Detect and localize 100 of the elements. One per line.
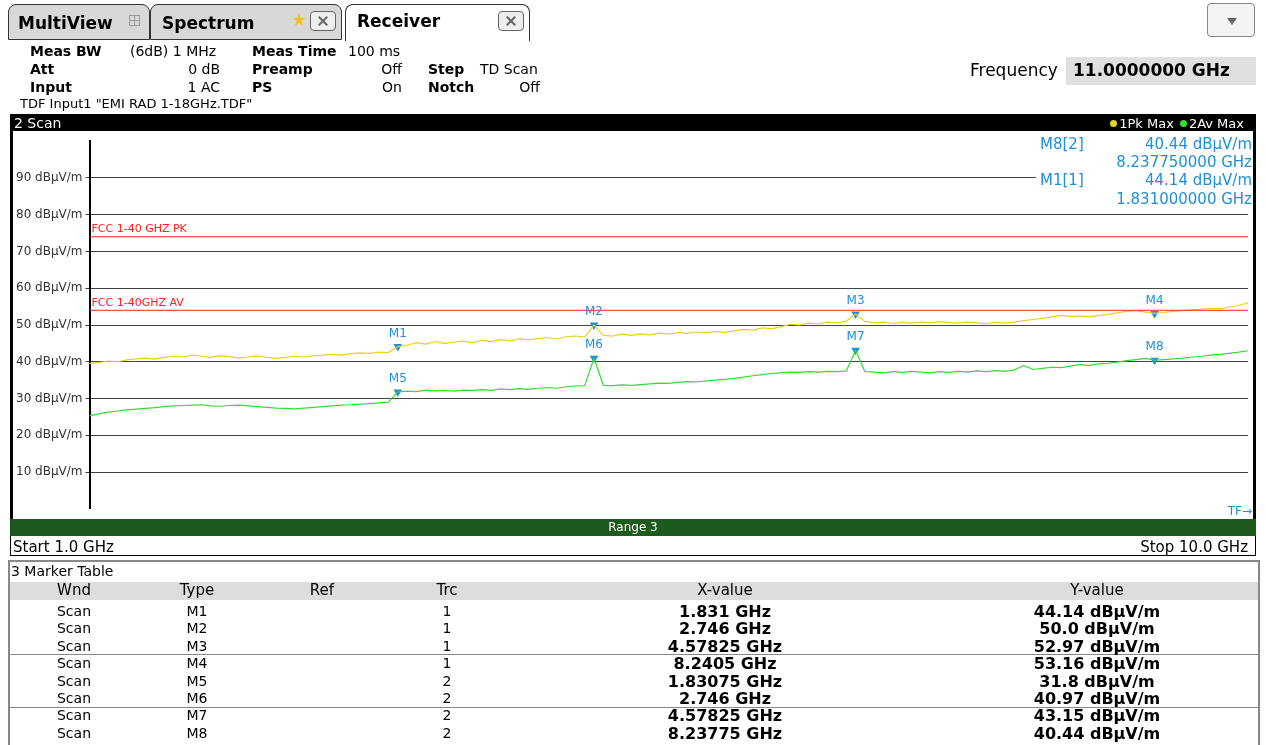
text: 11.0000000 GHz xyxy=(1073,60,1230,80)
text: Frequency xyxy=(970,60,1058,80)
text: TD Scan xyxy=(480,61,538,77)
text: 1.831 GHz xyxy=(678,602,772,621)
text: Wnd xyxy=(57,581,91,599)
text: 2.746 GHz xyxy=(678,619,772,639)
text: 52.97 dBµV/m xyxy=(1033,636,1161,656)
text: M4 xyxy=(186,655,208,672)
text: Scan xyxy=(56,672,92,689)
annotation: TF→ xyxy=(1227,504,1252,518)
text: M3 xyxy=(186,637,208,654)
text: Spectrum xyxy=(162,13,255,33)
text: Scan xyxy=(56,707,92,724)
text: 4.57825 GHz xyxy=(667,636,783,656)
text: 1 xyxy=(442,637,452,654)
text: Scan xyxy=(56,690,92,706)
text: 1 xyxy=(442,620,452,637)
text: Y-value xyxy=(1070,581,1124,599)
text: 31.8 dBµV/m xyxy=(1039,671,1155,691)
text: Receiver xyxy=(357,11,441,31)
text: M8 xyxy=(186,724,208,741)
text: 40.44 dBµV/m xyxy=(1033,723,1161,743)
text: 2 xyxy=(442,690,452,706)
text: 100 ms xyxy=(348,43,401,59)
text: 2 xyxy=(442,724,452,741)
text: 44.14 dBµV/m xyxy=(1033,602,1161,621)
y-tick-label: 10 dBµV/m xyxy=(15,464,83,479)
annotation: 8.237750000 GHz xyxy=(1116,153,1252,171)
text: M7 xyxy=(186,707,208,724)
text: Notch xyxy=(428,79,475,95)
data-label: M7 xyxy=(846,329,865,344)
text: 8.2405 GHz xyxy=(673,654,777,674)
ref-line-label: FCC 1-40GHZ AV xyxy=(91,295,185,309)
chart-title: 2 Scan xyxy=(14,115,62,131)
text: Scan xyxy=(56,603,92,619)
text: Type xyxy=(179,581,215,599)
text: Scan xyxy=(56,724,92,741)
text: Stop 10.0 GHz xyxy=(1140,538,1248,556)
text: 1 xyxy=(442,655,452,672)
text: 1 xyxy=(442,603,452,619)
data-label: M8 xyxy=(1145,339,1164,354)
y-tick-label: 50 dBµV/m xyxy=(15,317,83,332)
y-tick-label: 80 dBµV/m xyxy=(15,206,83,221)
data-label: M5 xyxy=(388,371,407,386)
text: 4.57825 GHz xyxy=(667,706,783,726)
text: Trc xyxy=(436,581,458,599)
y-tick-label: 60 dBµV/m xyxy=(15,280,83,295)
ref-line-label: FCC 1-40 GHZ PK xyxy=(91,222,188,236)
text: Scan xyxy=(56,637,92,654)
text: Preamp xyxy=(252,61,313,77)
text: 1.83075 GHz xyxy=(667,671,783,691)
text: On xyxy=(382,79,402,95)
text: M5 xyxy=(186,672,208,689)
legend-label: 1Pk Max xyxy=(1119,116,1174,131)
data-label: M6 xyxy=(585,337,604,352)
text: Off xyxy=(519,79,540,95)
y-tick-label: 20 dBµV/m xyxy=(15,427,83,442)
text: 40.97 dBµV/m xyxy=(1033,689,1161,708)
y-tick-label: 40 dBµV/m xyxy=(15,353,83,368)
annotation: M8[2] xyxy=(1040,135,1084,153)
text: 50.0 dBµV/m xyxy=(1039,619,1155,639)
text: 0 dB xyxy=(188,61,220,77)
text: M6 xyxy=(186,690,208,706)
text: 2 xyxy=(442,672,452,689)
text: M1 xyxy=(186,603,208,619)
text: Meas Time xyxy=(252,43,337,59)
annotation: M1[1] xyxy=(1040,171,1084,189)
text: 2.746 GHz xyxy=(678,689,772,708)
text: PS xyxy=(252,79,273,95)
text: 43.15 dBµV/m xyxy=(1033,706,1161,726)
data-label: M1 xyxy=(388,325,407,340)
text: Range 3 xyxy=(608,520,658,534)
text: Step xyxy=(428,61,465,77)
y-tick-label: 30 dBµV/m xyxy=(15,390,83,405)
text: (6dB) 1 MHz xyxy=(130,43,217,59)
text: Ref xyxy=(309,581,335,599)
text: Input xyxy=(30,79,72,95)
annotation: 1.831000000 GHz xyxy=(1116,190,1252,208)
text: M2 xyxy=(186,620,208,637)
text: Scan xyxy=(56,620,92,637)
y-tick-label: 90 dBµV/m xyxy=(15,170,83,185)
data-label: M4 xyxy=(1145,292,1164,307)
text: 1 AC xyxy=(187,79,220,95)
text: Att xyxy=(30,61,55,77)
y-tick-label: 70 dBµV/m xyxy=(15,243,83,258)
text: Start 1.0 GHz xyxy=(13,538,114,556)
text: 53.16 dBµV/m xyxy=(1033,654,1161,674)
text: TDF Input1 "EMI RAD 1-18GHz.TDF" xyxy=(20,96,253,111)
text: 2 xyxy=(442,707,452,724)
data-label: M3 xyxy=(846,293,865,308)
annotation: 40.44 dBµV/m xyxy=(1145,135,1252,153)
text: Scan xyxy=(56,655,92,672)
legend-label: 2Av Max xyxy=(1188,116,1244,131)
text: 8.23775 GHz xyxy=(667,723,783,743)
text: 3 Marker Table xyxy=(11,563,114,579)
text: Off xyxy=(381,61,402,77)
text: MultiView xyxy=(18,13,113,33)
annotation: 44.14 dBµV/m xyxy=(1145,171,1252,189)
text: Meas BW xyxy=(30,43,102,59)
text: X-value xyxy=(697,581,753,599)
